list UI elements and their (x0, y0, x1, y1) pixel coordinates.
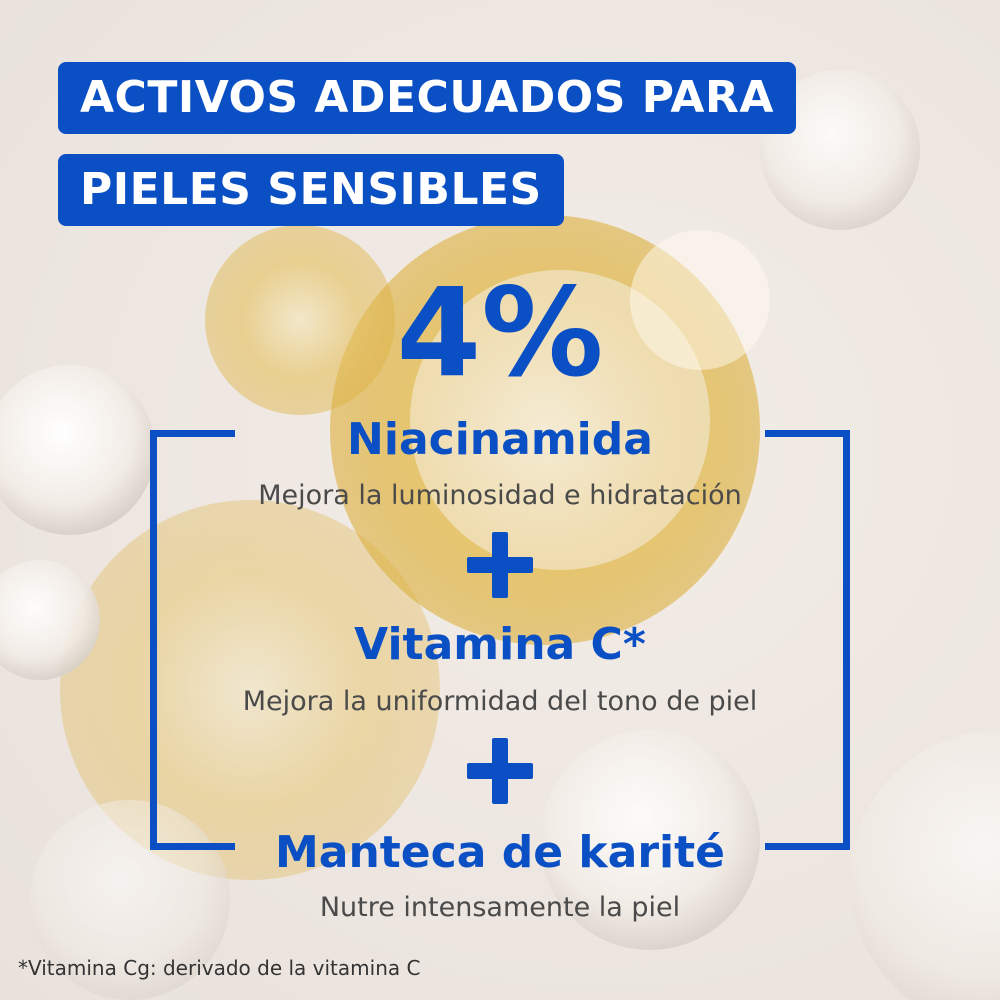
bubble (0, 560, 100, 680)
ingredient-description-shea-butter: Nutre intensamente la piel (319, 892, 681, 923)
ingredient-title-shea-butter: Manteca de karité (274, 827, 726, 878)
ingredient-title-niacinamide: Niacinamida (347, 414, 653, 465)
ingredient-description-niacinamide: Mejora la luminosidad e hidratación (258, 480, 742, 511)
bubble (410, 270, 710, 570)
bubble (30, 800, 230, 1000)
bubble (540, 730, 760, 950)
bubble (850, 730, 1000, 1000)
plus-icon (467, 738, 533, 804)
headline-banner-line-2: PIELES SENSIBLES (58, 154, 564, 226)
bubble (0, 365, 155, 535)
headline-banner-line-1: ACTIVOS ADECUADOS PARA (58, 62, 796, 134)
bubble (630, 230, 770, 370)
ingredient-description-vitamin-c: Mejora la uniformidad del tono de piel (242, 686, 758, 717)
left-bracket-frame (150, 430, 235, 850)
bubble (760, 70, 920, 230)
plus-icon (467, 532, 533, 598)
ingredient-title-vitamin-c: Vitamina C* (354, 619, 646, 670)
footnote: *Vitamina Cg: derivado de la vitamina C (18, 956, 421, 980)
bubble (205, 225, 395, 415)
niacinamide-percentage: 4% (396, 262, 604, 404)
right-bracket-frame (765, 430, 850, 850)
